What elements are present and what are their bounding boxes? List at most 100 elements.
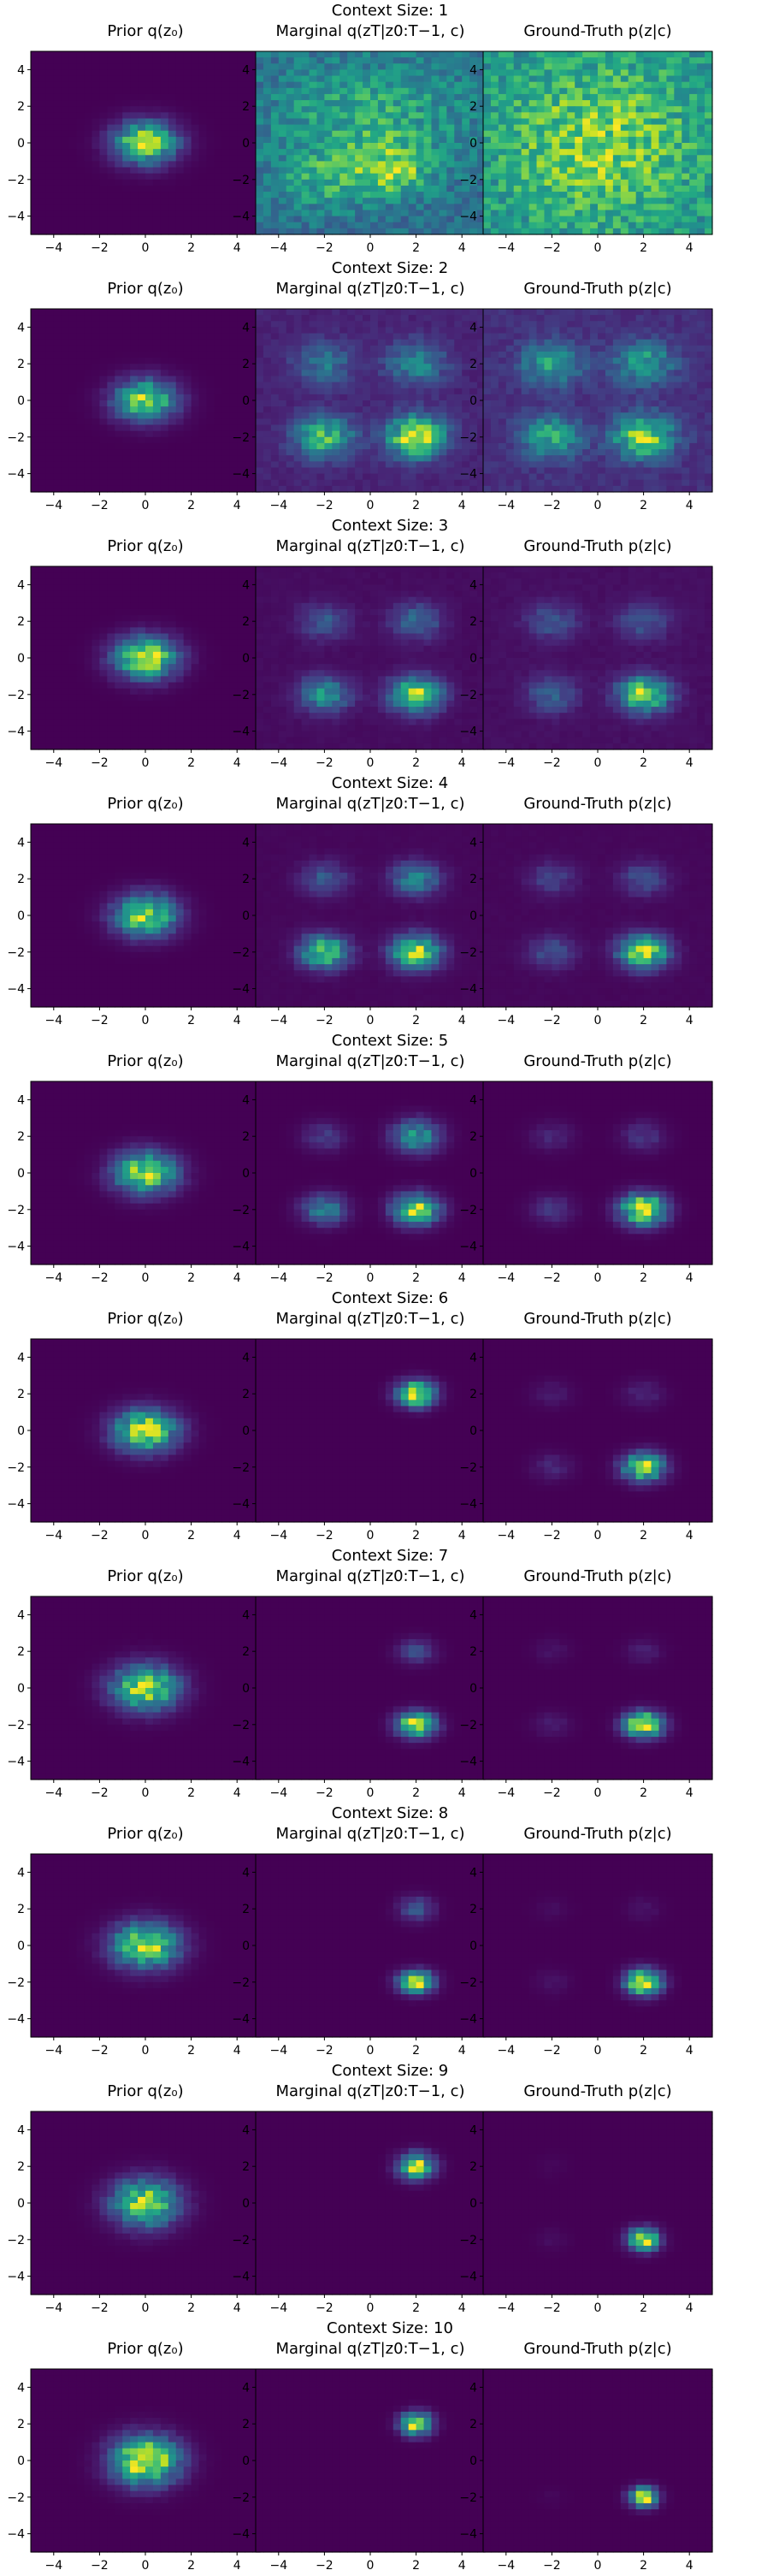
heatmap-cell: [237, 204, 245, 211]
heatmap-cell: [590, 179, 599, 187]
heatmap-cell: [76, 87, 86, 95]
heatmap-cell: [363, 461, 371, 469]
heatmap-cell: [332, 87, 340, 95]
heatmap-cell: [293, 69, 303, 77]
heatmap-cell: [38, 112, 47, 120]
heatmap-cell: [582, 100, 591, 107]
heatmap-cell: [99, 130, 108, 138]
heatmap-cell: [237, 400, 245, 407]
heatmap-cell: [237, 430, 245, 438]
heatmap-cell: [99, 315, 108, 322]
heatmap-cell: [620, 358, 629, 364]
heatmap-cell: [544, 351, 552, 358]
heatmap-cell: [628, 321, 637, 328]
heatmap-cell: [301, 93, 310, 101]
heatmap-cell: [363, 149, 371, 156]
heatmap-cell: [206, 112, 215, 120]
heatmap-cell: [237, 351, 245, 358]
heatmap-cell: [229, 418, 238, 426]
heatmap-cell: [505, 69, 515, 77]
heatmap-cell: [53, 461, 62, 469]
heatmap-cell: [256, 455, 264, 462]
heatmap-cell: [339, 351, 348, 358]
heatmap-cell: [68, 467, 78, 475]
heatmap-cell: [559, 69, 568, 77]
heatmap-cell: [76, 479, 86, 487]
heatmap-cell: [628, 75, 637, 83]
heatmap-cell: [439, 210, 447, 217]
heatmap-cell: [666, 81, 675, 89]
heatmap-cell: [293, 333, 303, 341]
heatmap-cell: [620, 81, 629, 89]
heatmap-cell: [286, 81, 295, 89]
heatmap-cell: [316, 376, 325, 383]
heatmap-cell: [206, 467, 215, 475]
heatmap-cell: [505, 112, 515, 120]
heatmap-cell: [221, 124, 230, 132]
heatmap-cell: [115, 179, 123, 187]
heatmap-cell: [567, 382, 575, 389]
heatmap-cell: [152, 216, 162, 223]
heatmap-cell: [53, 442, 62, 450]
heatmap-cell: [309, 345, 318, 352]
heatmap-cell: [332, 143, 340, 150]
heatmap-cell: [145, 321, 154, 328]
heatmap-cell: [263, 370, 272, 377]
heatmap-cell: [91, 333, 100, 341]
heatmap-cell: [229, 143, 238, 150]
heatmap-cell: [256, 124, 264, 132]
heatmap-cell: [605, 321, 614, 328]
heatmap-cell: [612, 106, 622, 113]
heatmap-cell: [651, 364, 660, 370]
heatmap-cell: [221, 418, 230, 426]
heatmap-cell: [237, 167, 245, 175]
heatmap-cell: [237, 100, 245, 107]
heatmap-cell: [416, 339, 425, 346]
heatmap-cell: [301, 57, 310, 64]
heatmap-cell: [469, 100, 478, 107]
heatmap-cell: [462, 173, 470, 181]
heatmap-cell: [528, 69, 538, 77]
heatmap-cell: [651, 185, 660, 192]
heatmap-cell: [590, 185, 599, 192]
heatmap-cell: [160, 364, 169, 370]
heatmap-cell: [643, 333, 652, 341]
heatmap-cell: [84, 216, 93, 223]
heatmap-cell: [477, 315, 486, 322]
heatmap-cell: [107, 130, 115, 138]
heatmap-cell: [552, 198, 560, 204]
heatmap-cell: [462, 167, 470, 175]
heatmap-cell: [229, 204, 238, 211]
heatmap-cell: [256, 449, 264, 456]
heatmap-cell: [674, 351, 682, 358]
heatmap-cell: [347, 412, 356, 419]
heatmap-cell: [130, 143, 139, 150]
heatmap-cell: [651, 309, 660, 316]
heatmap-cell: [462, 198, 470, 204]
heatmap-cell: [278, 327, 287, 335]
heatmap-cell: [301, 51, 310, 58]
heatmap-cell: [355, 473, 363, 481]
heatmap-cell: [316, 185, 325, 192]
heatmap-cell: [559, 106, 568, 113]
heatmap-cell: [446, 388, 455, 395]
heatmap-cell: [385, 136, 394, 144]
heatmap-cell: [628, 57, 637, 64]
heatmap-cell: [490, 57, 499, 64]
heatmap-cell: [651, 57, 660, 64]
heatmap-cell: [175, 57, 185, 64]
heatmap-cell: [658, 376, 667, 383]
heatmap-cell: [355, 222, 363, 229]
heatmap-cell: [469, 149, 478, 156]
heatmap-cell: [68, 136, 78, 144]
heatmap-cell: [68, 424, 78, 432]
heatmap-cell: [245, 358, 253, 364]
heatmap-cell: [293, 204, 303, 211]
heatmap-cell: [53, 400, 62, 407]
heatmap-cell: [309, 400, 318, 407]
heatmap-cell: [168, 345, 177, 352]
heatmap-cell: [168, 87, 177, 95]
heatmap-cell: [301, 364, 310, 370]
heatmap-cell: [332, 228, 340, 235]
heatmap-cell: [214, 216, 222, 223]
